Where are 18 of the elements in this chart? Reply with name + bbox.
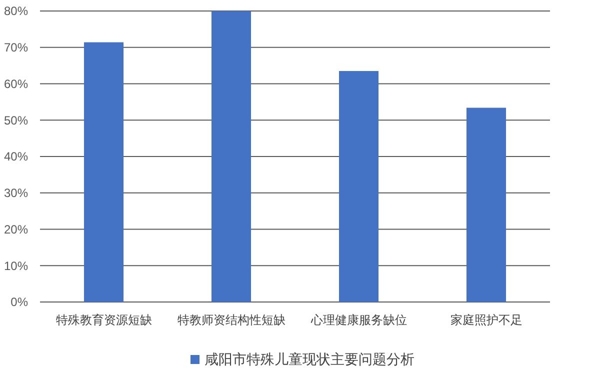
y-tick-label: 40%	[4, 150, 28, 164]
bar	[84, 42, 124, 302]
y-tick-label: 30%	[4, 186, 28, 200]
y-tick-label: 80%	[4, 4, 28, 18]
bar	[466, 108, 506, 302]
x-tick-label: 特教师资结构性短缺	[177, 313, 286, 327]
x-tick-label: 特殊教育资源短缺	[56, 313, 152, 327]
legend-label: 咸阳市特殊儿童现状主要问题分析	[204, 351, 414, 367]
bar	[211, 11, 252, 302]
x-tick-label: 家庭照护不足	[450, 313, 522, 327]
y-tick-label: 50%	[4, 113, 28, 128]
y-tick-label: 20%	[4, 222, 28, 236]
y-tick-label: 0%	[10, 295, 28, 310]
x-tick-label: 心理健康服务缺位	[310, 313, 407, 327]
y-tick-label: 70%	[4, 40, 28, 55]
bar	[338, 71, 379, 302]
y-tick-label: 10%	[4, 258, 28, 273]
y-tick-label: 60%	[4, 76, 28, 91]
